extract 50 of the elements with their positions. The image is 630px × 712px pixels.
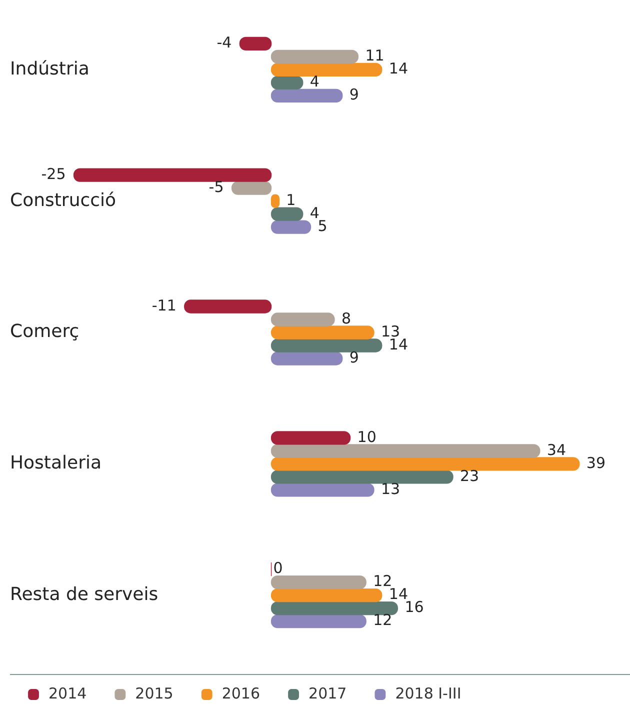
bar: [270, 457, 580, 471]
bar: [270, 483, 374, 497]
bar: [270, 601, 398, 616]
data-label: 0: [273, 559, 283, 578]
bar: [270, 470, 454, 484]
legend-label: 2014: [48, 684, 87, 702]
bar: [270, 588, 382, 602]
bar: [270, 614, 366, 628]
bar: [270, 312, 335, 326]
y-tick-label: Comerç: [10, 321, 80, 342]
data-label: 8: [341, 309, 352, 328]
data-label: 5: [318, 216, 328, 235]
bar: [184, 300, 272, 314]
data-label: 23: [460, 466, 480, 485]
data-label: 9: [349, 348, 359, 366]
bar: [270, 62, 382, 77]
data-label: 12: [373, 611, 392, 630]
data-label: -5: [208, 178, 224, 196]
data-label: 11: [365, 46, 384, 65]
legend-label: 2018 I-III: [395, 684, 462, 702]
data-label: 39: [586, 454, 606, 472]
data-label: 9: [349, 86, 359, 104]
data-label: 1: [286, 190, 296, 209]
data-label: -4: [216, 34, 232, 52]
bar: [270, 444, 540, 458]
y-tick-label: Resta de serveis: [10, 584, 158, 605]
y-tick-label: Indústria: [10, 58, 90, 80]
legend-label: 2017: [308, 684, 347, 702]
bar: [270, 50, 359, 64]
bar: [270, 220, 312, 234]
bar: [270, 88, 343, 103]
bar: [270, 338, 382, 352]
data-label: -25: [41, 164, 66, 183]
data-label: 13: [380, 480, 400, 498]
data-label: 10: [357, 428, 376, 446]
data-label: 4: [310, 72, 320, 91]
legend-label: 2015: [135, 684, 174, 702]
bar: [231, 181, 272, 195]
bar: [270, 326, 374, 340]
y-tick-label: Construcció: [10, 190, 116, 211]
data-label: 4: [310, 204, 320, 222]
bar: [270, 431, 351, 445]
data-label: 14: [388, 60, 408, 78]
legend-label: 2016: [222, 684, 260, 702]
y-tick-label: Hostaleria: [10, 452, 102, 474]
bar: [73, 168, 272, 182]
data-label: -11: [152, 296, 176, 314]
bar: [270, 575, 366, 590]
bar: [270, 352, 343, 366]
data-label: 34: [546, 440, 566, 459]
